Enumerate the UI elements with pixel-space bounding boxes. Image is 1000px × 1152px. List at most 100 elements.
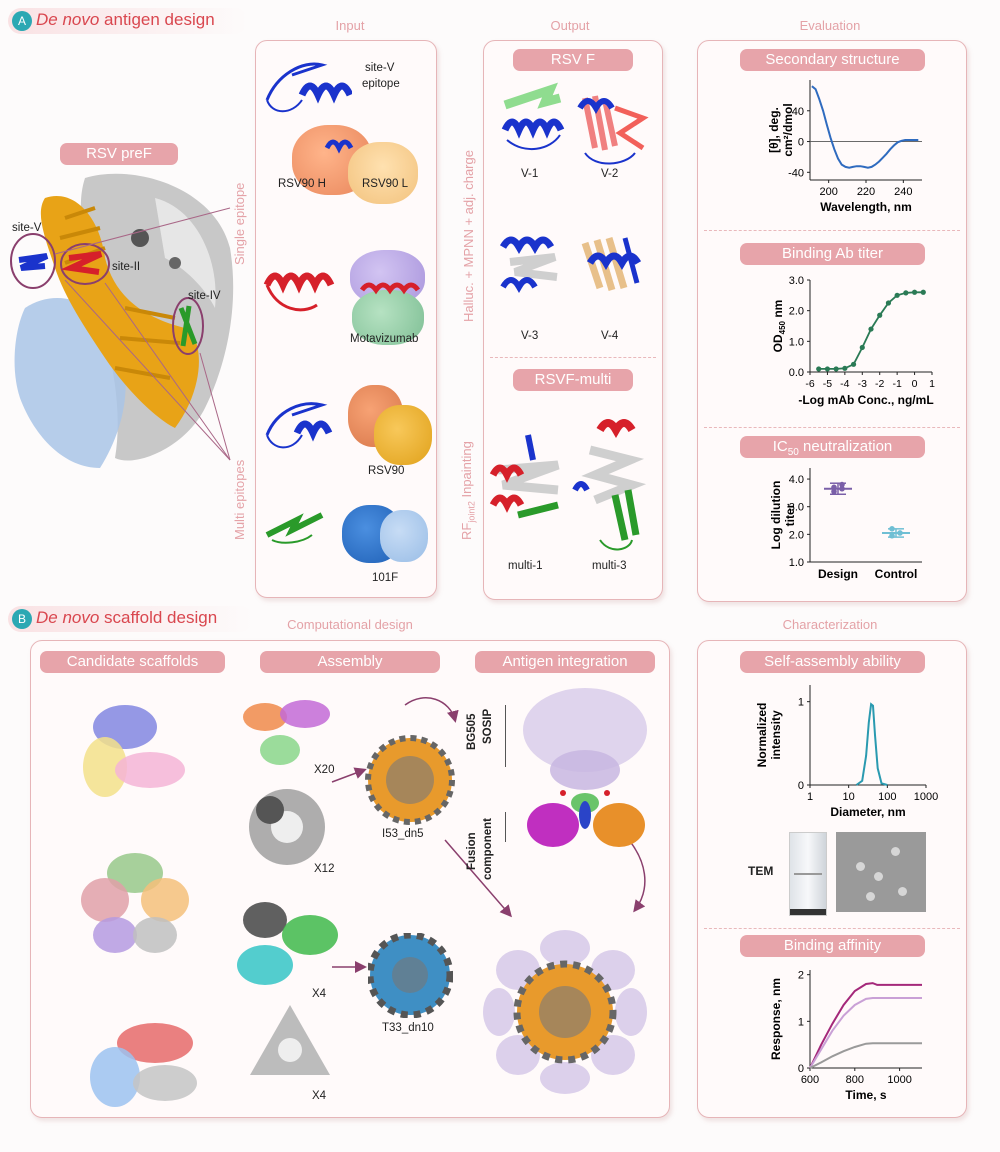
integrated-nanoparticle [483,930,647,1094]
v1-structure [501,82,565,151]
y-tick-label: 0 [798,137,804,149]
x-tick-label: -1 [892,378,901,390]
bg505-divider [505,705,506,767]
rsv90h-label: RSV90 H [278,178,326,190]
design-point [831,484,837,491]
bg505-label-2: SOSIP [482,708,494,744]
site-v-label: site-V [12,222,42,234]
v3-structure [499,236,558,294]
y-axis-label: Normalized [755,703,769,768]
multi1-label: multi-1 [508,560,543,572]
x-axis-label: Diameter, nm [830,805,905,819]
x-tick-label: -2 [875,378,884,390]
design-point [839,485,845,492]
x-tick-label: 240 [894,186,912,198]
cd-chart: 40 0 -40 200 220 240 Wavelength, nm [θ], deg. cm… [767,80,922,214]
assembly-x4-dimer-structure [237,902,338,985]
t33-dn10-nanoparticle [368,933,453,1018]
x-category-label: Design [818,567,858,581]
control-point [897,530,903,536]
section-b-band [8,606,253,632]
site-ii-epitope-structure [263,272,335,312]
tem-label: TEM [748,864,774,878]
section-a-band [8,8,248,34]
section-b-title: B De novo scaffold design [12,608,217,629]
evaluation-divider-1 [704,230,960,231]
motavizumab-bound-epitope [360,282,420,295]
dls-curve [855,702,888,786]
t33-label: T33_dn10 [382,1022,434,1034]
f101-label: 101F [372,572,399,584]
evaluation-panel [697,40,967,602]
fusion-label-1: Fusion [466,832,478,870]
f101-light-surface [380,510,428,562]
x-tick-label: 600 [801,1074,819,1086]
y-axis-label: OD450 nm [771,300,787,353]
v3-label: V-3 [521,330,539,342]
titer-point [920,289,926,295]
multi3-structure [572,419,647,551]
fusion-label-2: component [482,818,494,880]
x-tick-label: 1 [929,378,935,390]
x-tick-label: -3 [858,378,867,390]
y-axis-label: cm²/dmol [781,103,795,156]
bli-series-line-2 [809,997,922,1069]
y-tick-label: 3.0 [789,502,804,514]
x-axis-label: Time, s [845,1088,886,1102]
x-tick-label: -4 [840,378,849,390]
x-tick-label: 800 [846,1074,864,1086]
section-b-badge: B [12,608,32,629]
ic50-pill: IC50 neutralization [740,436,925,458]
rsv-pref-structure [10,173,234,468]
x-tick-label: 0 [912,378,918,390]
site-iv-label: site-IV [188,290,221,302]
x4b-label: X4 [312,1090,327,1102]
characterization-divider [704,928,960,929]
candidate-scaffold-1 [83,705,185,797]
y-tick-label: 0.0 [789,367,804,379]
output-divider [490,357,656,358]
x-tick-label: 1000 [887,1074,911,1086]
x-tick-label: 1000 [914,791,938,803]
assembly-x20-structure [243,700,330,765]
y-tick-label: 1.0 [789,557,804,569]
y-axis-label: Log dilution [769,481,783,550]
y-axis-label: Response, nm [769,978,783,1060]
titer-chart: 0.0 1.0 2.0 3.0 -6 -5 -4 -3 -2 -1 0 1 -Log mAb Conc.… [771,275,935,407]
rsv90l-label: RSV90 L [362,178,409,190]
assembly-x4-trimer-structure [250,1005,330,1075]
v1-label: V-1 [521,168,539,180]
y-tick-label: 40 [792,106,804,118]
multi1-structure [489,434,560,519]
motavizumab-label: Motavizumab [350,333,419,345]
rsv90-light-surface [374,405,432,465]
candidate-scaffold-2 [81,853,189,953]
v4-structure [581,236,642,292]
titer-point [877,312,883,318]
assembly-arrows [331,697,646,973]
col-head-computational: Computational design [287,617,413,632]
site-ii-label: site-II [112,261,141,273]
site-v-epitope-structure [265,62,352,113]
control-point [889,532,895,539]
ic50-chart: 4.0 3.0 2.0 1.0 Design Control Log dilution tit… [769,468,922,581]
col-head-output: Output [550,18,590,33]
titer-point [885,300,892,306]
section-a-badge: A [12,10,32,31]
titer-point [833,366,839,372]
x-axis-label: Wavelength, nm [820,200,912,214]
titer-point [824,366,831,372]
titer-point [850,361,857,367]
multi3-label: multi-3 [592,560,627,572]
hallucination-mpnn-label: Halluc. + MPNN + adj. charge [461,150,476,322]
secondary-structure-pill: Secondary structure [740,49,925,71]
i53-dn5-nanoparticle [365,735,455,825]
col-head-characterization: Characterization [782,617,878,632]
titer-point [816,366,822,372]
evaluation-divider-2 [704,427,960,428]
assembly-x12-structure [249,789,325,865]
x-tick-label: 200 [819,186,837,198]
col-head-evaluation: Evaluation [799,18,861,33]
bg505-fusion-structure [523,688,647,847]
y-tick-label: 1 [798,1016,804,1028]
